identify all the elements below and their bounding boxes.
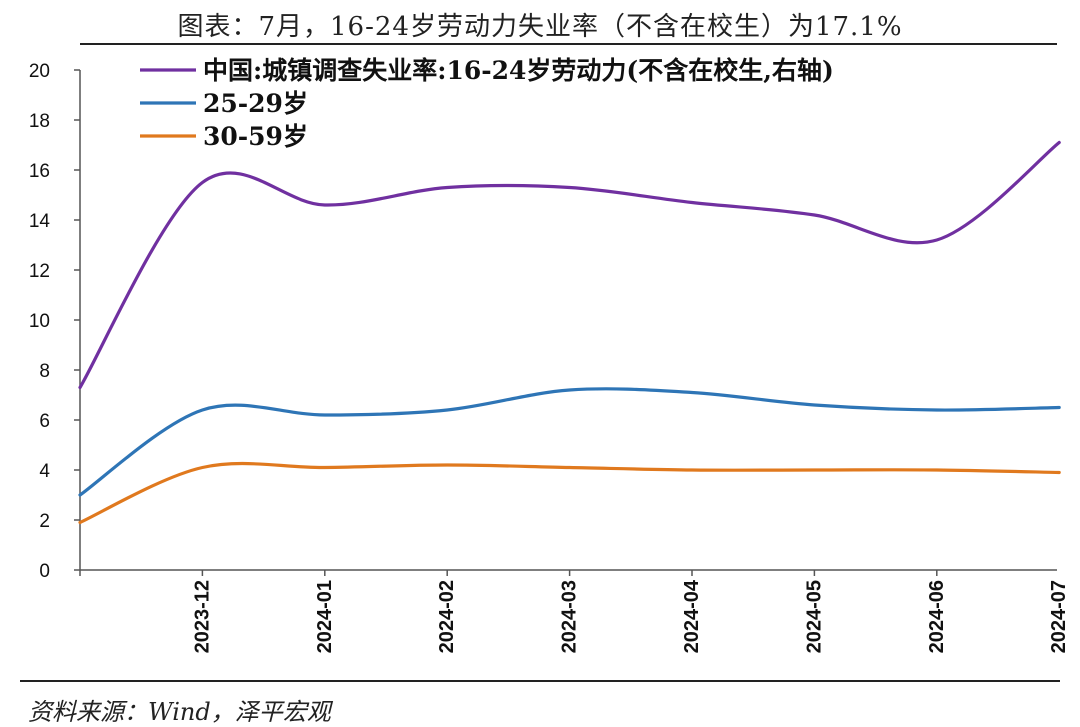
y-axis: 0 2 4 6 8 10 12 14 16 18 20 <box>29 61 80 582</box>
legend-label: 中国:城镇调查失业率:16-24岁劳动力(不含在校生,右轴) <box>203 56 834 85</box>
x-tick-label: 2024-02 <box>436 580 458 653</box>
x-tick-label: 2024-04 <box>681 579 703 653</box>
y-tick-label: 12 <box>29 261 50 282</box>
y-tick-label: 0 <box>39 561 50 582</box>
series-line-0 <box>78 140 1061 390</box>
source-note: 资料来源：Wind，泽平宏观 <box>28 698 331 726</box>
legend: 中国:城镇调查失业率:16-24岁劳动力(不含在校生,右轴) 25-29岁 30-5… <box>140 56 834 151</box>
y-tick-label: 4 <box>39 461 50 482</box>
chart-title: 图表：7月，16-24岁劳动力失业率（不含在校生）为17.1% <box>177 12 903 42</box>
y-tick-label: 18 <box>29 111 50 132</box>
x-tick-label: 2024-05 <box>803 580 825 653</box>
y-tick-label: 8 <box>39 361 50 382</box>
x-tick-label: 2023-12 <box>191 580 213 653</box>
y-tick-label: 16 <box>29 161 50 182</box>
x-tick-label: 2024-06 <box>926 580 948 653</box>
x-tick-label: 2024-01 <box>314 580 336 653</box>
series-line-1 <box>78 387 1061 497</box>
x-tick-label: 2024-07 <box>1048 580 1070 653</box>
y-tick-label: 6 <box>39 411 50 432</box>
series-lines <box>78 140 1061 525</box>
y-tick-label: 2 <box>39 511 50 532</box>
y-tick-label: 10 <box>29 311 50 332</box>
x-tick-label: 2024-03 <box>559 580 581 653</box>
chart-frame <box>20 43 1060 682</box>
x-axis: 2023-12 2024-01 2024-02 2024-03 2024-04 2024-… <box>79 570 1070 653</box>
y-tick-label: 20 <box>29 61 50 82</box>
legend-label: 25-29岁 <box>203 89 308 118</box>
series-line-2 <box>78 461 1061 525</box>
y-tick-label: 14 <box>29 211 51 232</box>
legend-label: 30-59岁 <box>203 122 308 151</box>
